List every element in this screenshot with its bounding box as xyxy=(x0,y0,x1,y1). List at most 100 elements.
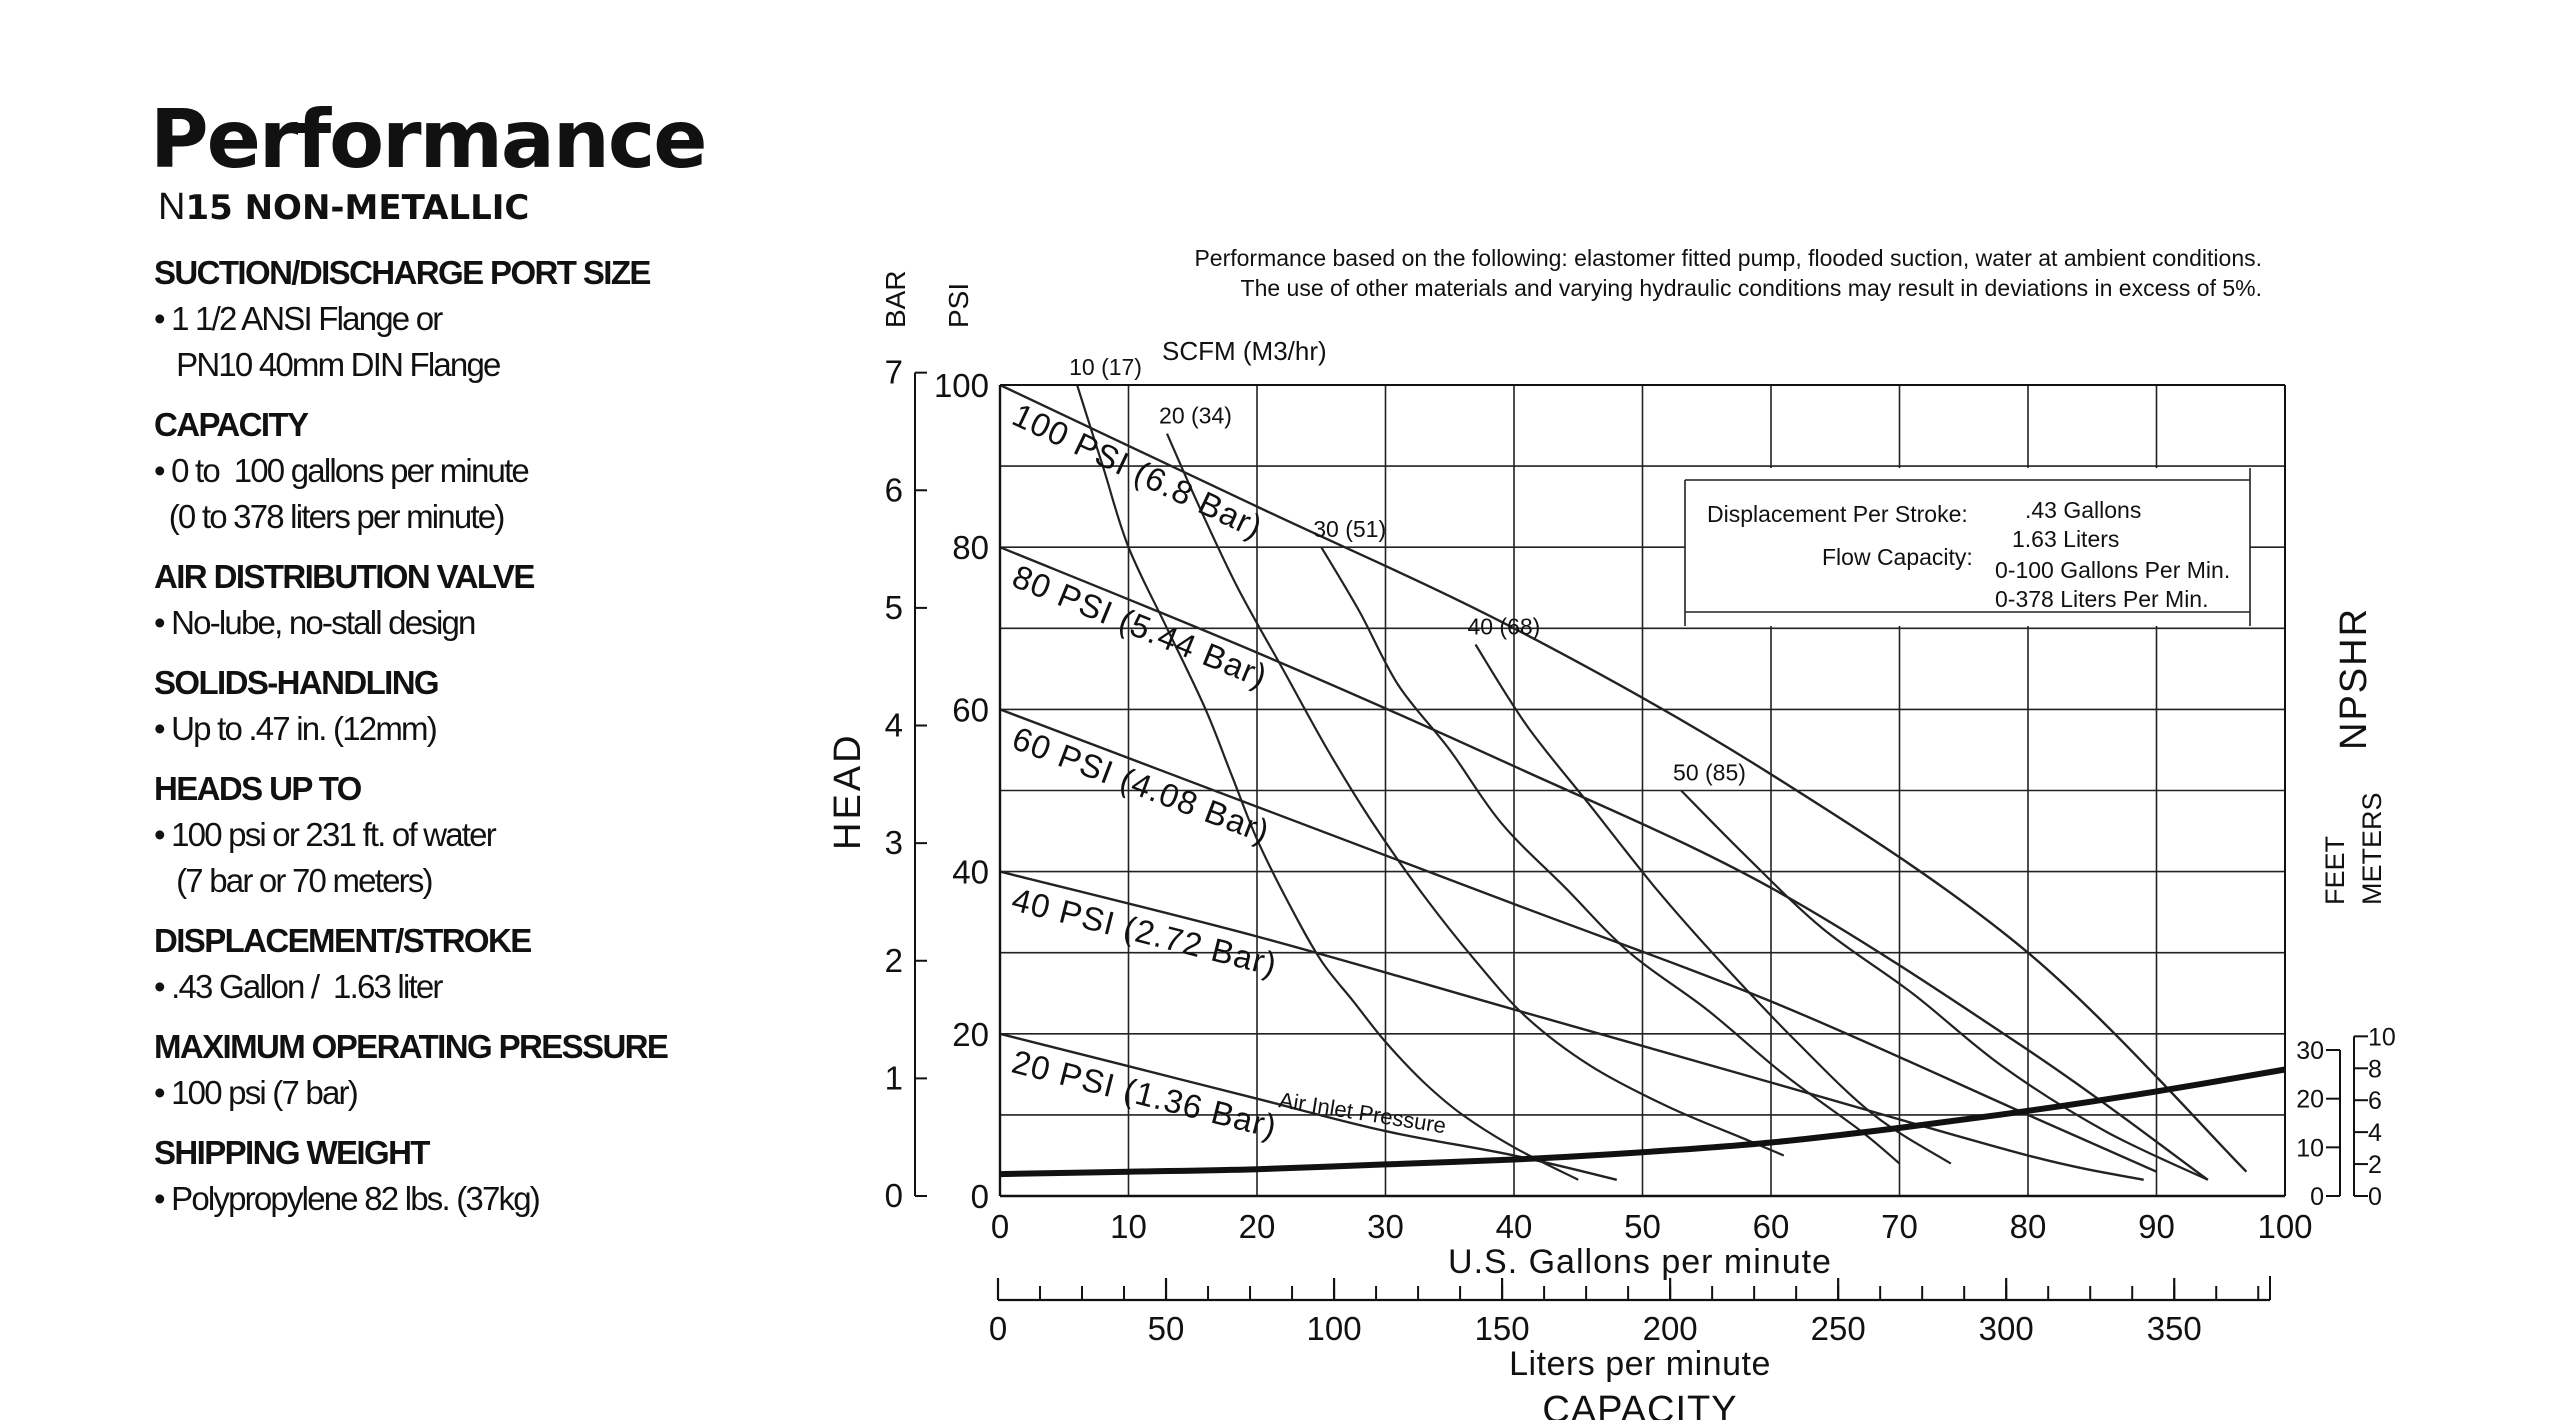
model-name: 15 NON-METALLIC xyxy=(185,188,530,228)
spec-heading: HEADS UP TO xyxy=(154,770,362,807)
x-axis-label: U.S. Gallons per minute xyxy=(1448,1243,1832,1281)
feet-tick-label: 10 xyxy=(2296,1134,2324,1162)
liters-tick-label: 100 xyxy=(1307,1310,1362,1347)
info-displacement-liters: 1.63 Liters xyxy=(2012,526,2119,552)
bar-axis-label: BAR xyxy=(880,270,911,328)
bar-tick-label: 7 xyxy=(885,354,903,391)
scfm-title: SCFM (M3/hr) xyxy=(1162,336,1327,366)
info-box xyxy=(1684,468,2251,626)
spec-heading: SHIPPING WEIGHT xyxy=(154,1134,430,1171)
scfm-line xyxy=(1076,384,1579,1181)
spec-section: SOLIDS-HANDLING • Up to .47 in. (12mm) xyxy=(154,660,750,752)
spec-line: • 100 psi or 231 ft. of water xyxy=(154,816,497,853)
liters-tick-label: 350 xyxy=(2147,1310,2202,1347)
spec-line: • Up to .47 in. (12mm) xyxy=(154,710,438,747)
scfm-line xyxy=(1680,789,2209,1181)
info-flow-label: Flow Capacity: xyxy=(1822,544,1973,570)
bar-tick-label: 2 xyxy=(885,942,903,979)
psi-tick-label: 80 xyxy=(952,529,989,566)
psi-tick-label: 20 xyxy=(952,1016,989,1053)
meters-tick-label: 8 xyxy=(2368,1055,2382,1083)
spec-heading: AIR DISTRIBUTION VALVE xyxy=(154,558,535,595)
spec-line: • .43 Gallon / 1.63 liter xyxy=(154,968,443,1005)
spec-section: DISPLACEMENT/STROKE • .43 Gallon / 1.63 l… xyxy=(154,918,750,1010)
psi-tick-label: 100 xyxy=(934,367,989,404)
liters-tick-label: 50 xyxy=(1148,1310,1185,1347)
scfm-line xyxy=(1474,643,1952,1165)
scfm-label: 40 (68) xyxy=(1467,614,1540,640)
scfm-line xyxy=(1320,546,1901,1165)
spec-line: • 1 1/2 ANSI Flange or xyxy=(154,300,443,337)
x-tick-label: 40 xyxy=(1496,1208,1533,1245)
x-tick-label: 70 xyxy=(1881,1208,1918,1245)
spec-section: SUCTION/DISCHARGE PORT SIZE • 1 1/2 ANSI … xyxy=(154,250,750,388)
meters-tick-label: 10 xyxy=(2368,1023,2396,1051)
chart-curves xyxy=(999,383,2286,1181)
liters-tick-label: 250 xyxy=(1811,1310,1866,1347)
spec-section: MAXIMUM OPERATING PRESSURE • 100 psi (7 b… xyxy=(154,1024,750,1116)
x-tick-label: 20 xyxy=(1239,1208,1276,1245)
info-box-background xyxy=(1685,468,2250,626)
series-line xyxy=(999,546,2209,1181)
scfm-label: 30 (51) xyxy=(1313,516,1386,542)
spec-line: PN10 40mm DIN Flange xyxy=(154,346,501,383)
psi-axis-label: PSI xyxy=(943,283,974,328)
x-tick-label: 30 xyxy=(1367,1208,1404,1245)
spec-heading: CAPACITY xyxy=(154,406,309,443)
x-tick-label: 0 xyxy=(991,1208,1009,1245)
y-axis-label: HEAD xyxy=(827,732,869,850)
page-title: Performance xyxy=(150,93,708,186)
spec-line: • Polypropylene 82 lbs. (37kg) xyxy=(154,1180,541,1217)
bar-tick-label: 3 xyxy=(885,824,903,861)
liters-tick-label: 150 xyxy=(1475,1310,1530,1347)
scfm-label: 10 (17) xyxy=(1069,354,1142,380)
meters-tick-label: 0 xyxy=(2368,1183,2382,1211)
bar-tick-label: 4 xyxy=(885,707,903,744)
liters-tick-label: 200 xyxy=(1643,1310,1698,1347)
spec-list: SUCTION/DISCHARGE PORT SIZE • 1 1/2 ANSI … xyxy=(150,250,750,1222)
spec-section: AIR DISTRIBUTION VALVE • No-lube, no-stal… xyxy=(154,554,750,646)
meters-tick-label: 2 xyxy=(2368,1151,2382,1179)
info-flow-liters: 0-378 Liters Per Min. xyxy=(1995,586,2208,612)
spec-heading: SOLIDS-HANDLING xyxy=(154,664,440,701)
info-flow-gallons: 0-100 Gallons Per Min. xyxy=(1995,557,2230,583)
model-prefix: N xyxy=(158,186,186,228)
bar-tick-label: 1 xyxy=(885,1059,903,1096)
spec-panel: Performance N15 NON-METALLIC SUCTION/DIS… xyxy=(150,95,750,1236)
npshr-arrow-label: Air Inlet Pressure xyxy=(1277,1087,1448,1138)
psi-tick-label: 0 xyxy=(971,1178,989,1215)
spec-heading: SUCTION/DISCHARGE PORT SIZE xyxy=(154,254,651,291)
spec-line: • 100 psi (7 bar) xyxy=(154,1074,359,1111)
x-tick-label: 60 xyxy=(1753,1208,1790,1245)
spec-section: CAPACITY • 0 to 100 gallons per minute (0… xyxy=(154,402,750,540)
feet-tick-label: 30 xyxy=(2296,1037,2324,1065)
model-subtitle: N15 NON-METALLIC xyxy=(158,185,750,230)
spec-line: • No-lube, no-stall design xyxy=(154,604,476,641)
series-line xyxy=(999,708,2157,1173)
capacity-label: CAPACITY xyxy=(1542,1389,1737,1420)
psi-tick-label: 60 xyxy=(952,691,989,728)
x-tick-label: 10 xyxy=(1110,1208,1147,1245)
spec-section: SHIPPING WEIGHT • Polypropylene 82 lbs. (… xyxy=(154,1130,750,1222)
spec-line: • 0 to 100 gallons per minute xyxy=(154,452,530,489)
bar-tick-label: 6 xyxy=(885,471,903,508)
feet-label: FEET xyxy=(2320,836,2350,905)
info-displacement-label: Displacement Per Stroke: xyxy=(1707,501,1968,527)
chart-note-line: The use of other materials and varying h… xyxy=(1241,275,2262,301)
x-tick-label: 80 xyxy=(2010,1208,2047,1245)
meters-tick-label: 4 xyxy=(2368,1119,2382,1147)
psi-tick-label: 40 xyxy=(952,854,989,891)
scfm-label: 50 (85) xyxy=(1673,760,1746,786)
liters-tick-label: 300 xyxy=(1979,1310,2034,1347)
liters-tick-label: 0 xyxy=(989,1310,1007,1347)
bar-tick-label: 5 xyxy=(885,589,903,626)
x-tick-label: 90 xyxy=(2138,1208,2175,1245)
feet-tick-label: 20 xyxy=(2296,1086,2324,1114)
meters-tick-label: 6 xyxy=(2368,1087,2382,1115)
series-line xyxy=(999,383,2248,1173)
series-line xyxy=(999,870,2144,1181)
npshr-curve xyxy=(999,1066,2286,1178)
npshr-label: NPSHR xyxy=(2333,607,2375,750)
spec-heading: DISPLACEMENT/STROKE xyxy=(154,922,532,959)
